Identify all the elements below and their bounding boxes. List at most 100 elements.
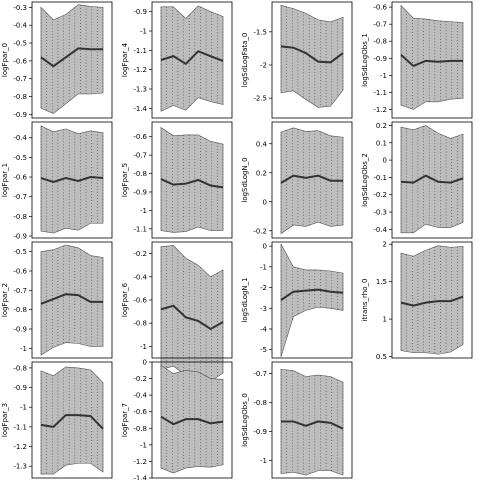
subplot-logSdLogFata_0: -1.5 -2 -2.5 logSdLogFata_0: [241, 1, 353, 119]
plot-frame: [31, 241, 113, 359]
y-tick-label: -0.5: [13, 248, 27, 256]
y-tick-label: -0.9: [13, 111, 27, 119]
y-axis-label: logSdLogFata_0: [241, 33, 249, 88]
subplot-logSdLogObs_0: -0.7 -0.8 -0.9 -1 logSdLogObs_0: [241, 361, 353, 479]
y-tick-label: -0.7: [13, 193, 27, 201]
y-tick-label: -0.8: [133, 320, 147, 328]
y-tick-label: -2: [260, 284, 267, 292]
y-tick-label: -0.4: [133, 392, 147, 400]
y-tick-label: -1.4: [133, 475, 147, 480]
y-tick-label: -1: [140, 207, 147, 215]
plot-frame: [271, 361, 353, 479]
y-tick-label: -0.5: [13, 40, 27, 48]
credible-band: [160, 245, 224, 382]
y-tick-label: -0.7: [373, 21, 387, 29]
y-tick-label: -1: [140, 441, 147, 449]
y-tick-label: -1: [20, 404, 27, 412]
credible-band: [400, 245, 464, 355]
y-axis-label: logFpar_6: [121, 282, 129, 317]
y-tick-label: -0.4: [13, 134, 27, 142]
y-tick-label: -0.8: [13, 93, 27, 101]
median-line: [280, 174, 343, 184]
y-axis-label: logFpar_3: [1, 403, 9, 437]
credible-band: [160, 126, 224, 233]
y-tick-label: -2.5: [253, 95, 267, 103]
y-tick-label: -4: [260, 326, 268, 334]
median-line: [280, 288, 344, 301]
y-tick-label: -1.2: [13, 443, 27, 451]
y-tick-label: -0.6: [13, 174, 27, 182]
y-tick-label: 0.4: [256, 140, 268, 148]
y-axis-label: logFpar_5: [121, 163, 129, 197]
y-tick-label: -2: [260, 61, 267, 69]
subplot-logFpar_2: -0.5 -0.6 -0.7 -0.8 -0.9 -1 logFpar_2: [1, 241, 113, 359]
y-tick-label: 0.2: [256, 169, 267, 177]
y-tick-label: -0.8: [13, 364, 27, 372]
subplot-itrans_rho_0: 2 1.5 1 0.5 itrans_rho_0: [361, 241, 473, 361]
y-tick-label: -0.7: [133, 152, 147, 160]
y-tick-label: -1: [140, 343, 147, 351]
y-tick-label: -1.1: [373, 89, 387, 97]
plot-frame: [31, 1, 113, 119]
plot-frame: [151, 361, 233, 479]
y-tick-label: -1.1: [13, 423, 27, 431]
subplot-logFpar_5: -0.6 -0.7 -0.8 -0.9 -1 -1.1 logFpar_5: [121, 121, 233, 239]
y-tick-label: -0.4: [133, 273, 147, 281]
subplot-logSdLogObs_2: 0.2 0.1 0 -0.1 -0.2 -0.3 -0.4 logSdLogObs_2: [361, 121, 473, 239]
y-tick-label: 0.2: [376, 122, 387, 130]
y-tick-label: -0.8: [13, 213, 27, 221]
y-tick-label: -0.8: [133, 170, 147, 178]
y-tick-label: -0.4: [373, 226, 387, 234]
y-tick-label: 0: [263, 198, 267, 206]
y-tick-label: -0.2: [373, 191, 387, 199]
credible-band: [280, 243, 344, 358]
y-tick-label: 0: [263, 243, 267, 251]
median-line: [40, 414, 104, 430]
credible-band: [40, 366, 104, 475]
median-line: [40, 293, 103, 305]
y-tick-label: -1.1: [133, 47, 147, 55]
y-tick-label: -1.2: [133, 458, 147, 466]
y-tick-label: -0.6: [133, 297, 147, 305]
y-tick-label: 0.5: [376, 353, 387, 361]
subplot-logSdLogObs_1: -0.6 -0.7 -0.8 -0.9 -1 -1.1 -1.2 logSdLogObs_1: [361, 1, 473, 119]
median-line: [281, 420, 344, 430]
y-tick-label: 2: [383, 241, 387, 249]
y-tick-label: -0.9: [133, 8, 147, 16]
y-tick-label: -0.2: [133, 375, 147, 383]
y-tick-label: -0.2: [133, 250, 147, 258]
y-axis-label: logSdLogObs_0: [241, 393, 249, 447]
subplot-logSdLogN_0: 0.4 0.2 0 -0.2 logSdLogN_0: [241, 121, 353, 239]
y-tick-label: -0.1: [373, 174, 387, 182]
y-tick-label: -0.3: [13, 4, 27, 12]
y-axis-label: logSdLogN_0: [241, 157, 249, 202]
y-tick-label: -1: [380, 72, 387, 80]
y-tick-label: -1.3: [13, 463, 27, 471]
y-tick-label: -0.7: [13, 75, 27, 83]
y-tick-label: -0.9: [13, 384, 27, 392]
median-line: [160, 178, 224, 189]
credible-band: [280, 368, 344, 476]
y-tick-label: 0: [383, 157, 387, 165]
y-tick-label: -0.7: [253, 370, 267, 378]
median-line: [400, 295, 464, 307]
subplot-logFpar_3: -0.8 -0.9 -1 -1.1 -1.2 -1.3 logFpar_3: [1, 361, 113, 479]
y-tick-label: -0.6: [13, 57, 27, 65]
y-tick-label: 0.1: [376, 139, 387, 147]
y-tick-label: 1: [383, 316, 387, 324]
y-axis-label: logFpar_7: [121, 403, 129, 437]
median-line: [40, 176, 104, 184]
subplot-logFpar_0: -0.3 -0.4 -0.5 -0.6 -0.7 -0.8 -0.9 logFpar_0: [1, 1, 113, 119]
plot-frame: [151, 121, 233, 239]
y-axis-label: logFpar_1: [1, 163, 9, 197]
y-tick-label: -1.2: [133, 66, 147, 74]
y-tick-label: -1: [20, 345, 27, 353]
median-line: [280, 45, 344, 64]
y-tick-label: -0.8: [373, 38, 387, 46]
y-tick-label: -0.7: [13, 287, 27, 295]
y-tick-label: -1.2: [373, 106, 387, 114]
plot-frame: [151, 1, 233, 119]
y-tick-label: -1.4: [133, 105, 147, 113]
y-tick-label: -0.3: [373, 209, 387, 217]
plot-frame: [391, 1, 473, 119]
